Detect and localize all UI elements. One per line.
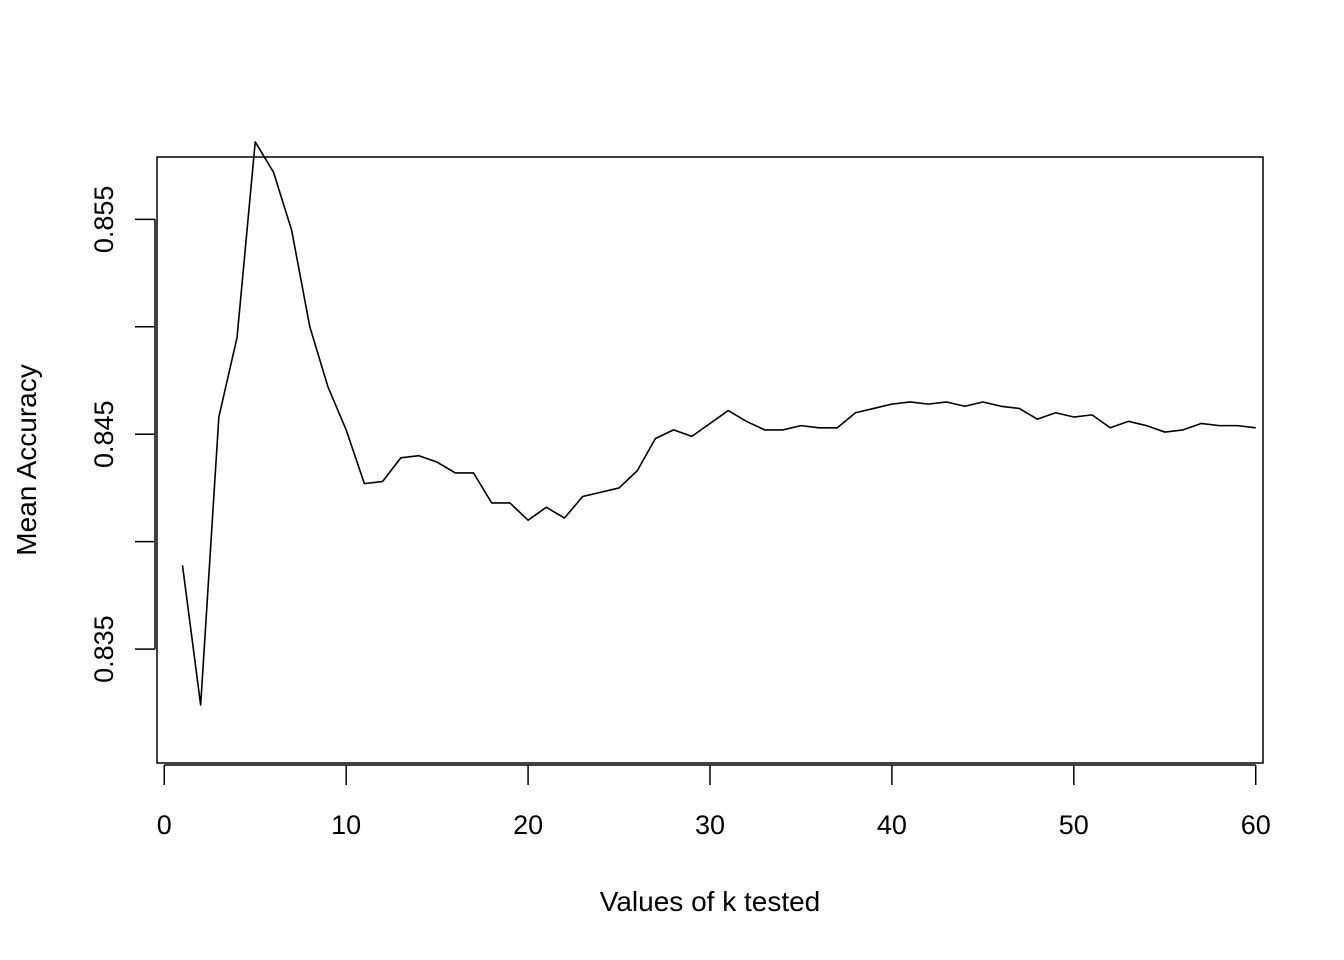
x-tick-label: 0 bbox=[157, 810, 172, 840]
x-tick-label: 20 bbox=[513, 810, 543, 840]
y-tick-label: 0.845 bbox=[89, 400, 119, 468]
y-axis: 0.835 0.845 0.855 bbox=[89, 186, 156, 683]
x-tick-label: 10 bbox=[331, 810, 361, 840]
x-axis: 0 10 20 30 40 50 60 bbox=[157, 764, 1271, 840]
y-axis-title: Mean Accuracy bbox=[11, 364, 42, 555]
x-tick-label: 30 bbox=[695, 810, 725, 840]
x-axis-title: Values of k tested bbox=[600, 886, 821, 917]
x-tick-label: 40 bbox=[877, 810, 907, 840]
y-tick-label: 0.855 bbox=[89, 186, 119, 254]
x-tick-label: 50 bbox=[1059, 810, 1089, 840]
y-tick-label: 0.835 bbox=[89, 615, 119, 683]
x-tick-label: 60 bbox=[1241, 810, 1271, 840]
series-line bbox=[181, 141, 1256, 706]
plot-frame bbox=[156, 156, 1264, 764]
